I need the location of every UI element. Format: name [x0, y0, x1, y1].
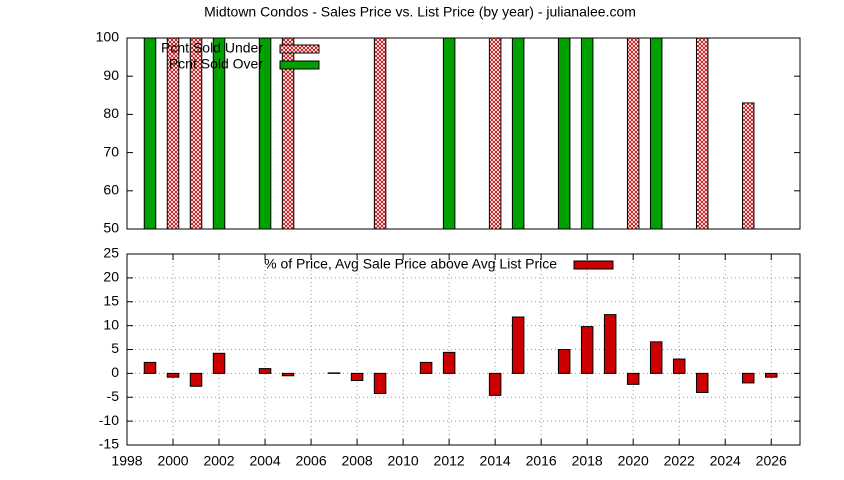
bar: [488, 37, 502, 230]
x-tick-label: 2020: [618, 453, 649, 469]
legend-label: % of Price, Avg Sale Price above Avg Lis…: [264, 256, 557, 272]
bar: [143, 37, 157, 230]
bar: [741, 102, 755, 230]
bar: [189, 372, 203, 387]
x-tick-label: 2010: [388, 453, 419, 469]
legend-label: Pcnt Sold Under: [161, 40, 263, 56]
bar: [511, 37, 525, 230]
y-tick-label: -5: [107, 388, 120, 404]
bar: [580, 37, 594, 230]
bar: [764, 372, 778, 378]
plot-border: [126, 253, 801, 446]
bar: [442, 351, 456, 374]
bar: [442, 37, 456, 230]
legend-label: Pcnt Sold Over: [169, 56, 263, 72]
y-tick-label: 5: [111, 340, 119, 356]
y-tick-label: -10: [99, 412, 119, 428]
y-tick-label: 50: [103, 220, 119, 236]
y-tick-label: 10: [103, 316, 119, 332]
bar: [695, 372, 709, 393]
bar: [603, 314, 617, 374]
y-tick-label: 20: [103, 269, 119, 285]
x-tick-label: 2006: [295, 453, 326, 469]
bar: [488, 372, 502, 396]
bar: [281, 372, 295, 377]
x-tick-label: 2012: [434, 453, 465, 469]
bar: [166, 372, 180, 378]
y-tick-label: -15: [99, 436, 119, 452]
x-tick-label: 1998: [111, 453, 142, 469]
y-tick-label: 70: [103, 143, 119, 159]
x-tick-label: 2024: [710, 453, 741, 469]
x-tick-label: 2000: [157, 453, 188, 469]
plot-border: [126, 37, 801, 230]
y-tick-label: 25: [103, 245, 119, 261]
x-tick-label: 2004: [249, 453, 280, 469]
y-tick-label: 60: [103, 182, 119, 198]
bar: [212, 352, 226, 374]
bar: [350, 372, 364, 382]
bar: [649, 37, 663, 230]
y-tick-label: 80: [103, 105, 119, 121]
bar: [557, 37, 571, 230]
y-tick-label: 100: [96, 29, 120, 45]
bar: [511, 316, 525, 374]
bar: [626, 372, 640, 385]
bar: [741, 372, 755, 384]
y-tick-label: 90: [103, 67, 119, 83]
legend-swatch: [573, 260, 614, 270]
bar: [580, 326, 594, 374]
chart-title: Midtown Condos - Sales Price vs. List Pr…: [204, 4, 636, 20]
x-tick-label: 2016: [526, 453, 557, 469]
x-tick-label: 2022: [664, 453, 695, 469]
x-tick-label: 2002: [203, 453, 234, 469]
legend-swatch: [279, 44, 320, 54]
bar: [649, 341, 663, 374]
bar: [672, 358, 686, 374]
x-tick-label: 2018: [572, 453, 603, 469]
x-tick-label: 2026: [756, 453, 787, 469]
y-tick-label: 0: [111, 364, 119, 380]
bar: [557, 349, 571, 374]
bar: [626, 37, 640, 230]
bar: [373, 37, 387, 230]
x-tick-label: 2014: [480, 453, 511, 469]
legend-swatch: [279, 60, 320, 70]
y-tick-label: 15: [103, 292, 119, 308]
bar: [419, 361, 433, 374]
bar: [695, 37, 709, 230]
bar: [143, 361, 157, 374]
x-tick-label: 2008: [342, 453, 373, 469]
bar: [373, 372, 387, 394]
bar: [258, 368, 272, 374]
